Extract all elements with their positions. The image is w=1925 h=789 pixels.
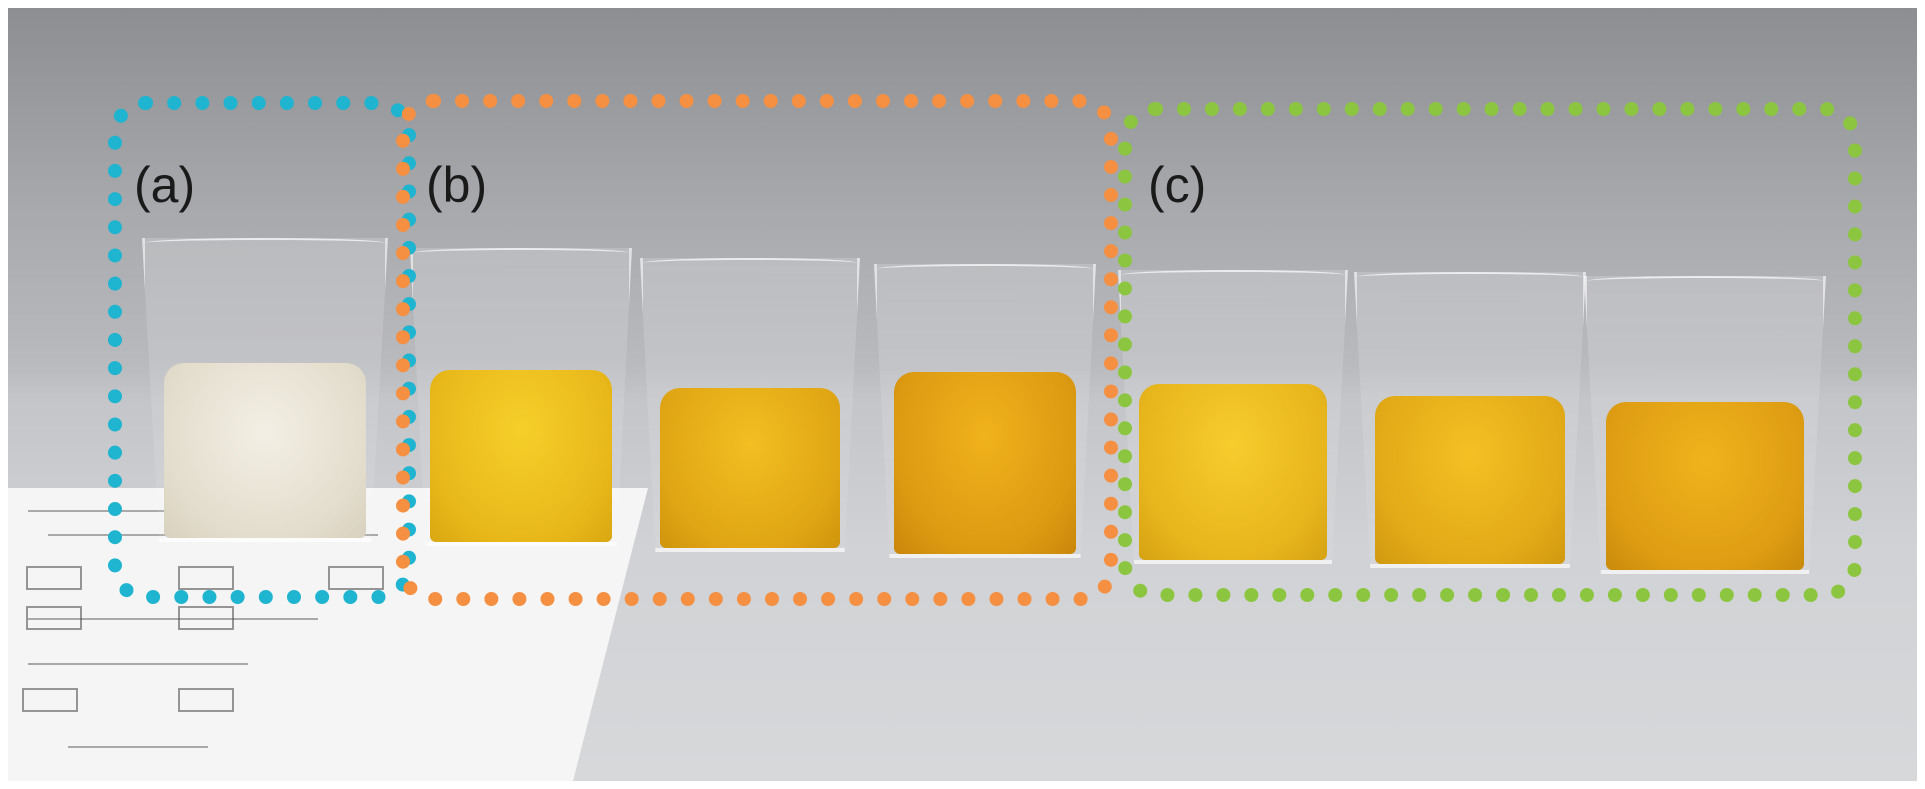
- group-c-label: (c): [1148, 157, 1207, 213]
- cup-rim: [1587, 276, 1823, 286]
- paper-line: [28, 510, 288, 512]
- cup-rim: [1121, 270, 1345, 280]
- sample-fill: [894, 372, 1076, 554]
- cup-rim: [877, 264, 1093, 274]
- sample-cup: [142, 238, 388, 542]
- paper-line: [28, 618, 318, 620]
- sample-cup: [874, 264, 1096, 558]
- sample-fill: [164, 363, 366, 538]
- group-c-outline: [1118, 102, 1862, 602]
- cup-rim: [643, 258, 857, 268]
- sample-cup: [640, 258, 860, 552]
- sample-fill: [660, 388, 840, 548]
- group-a-label: (a): [134, 157, 196, 213]
- cup-rim: [1357, 272, 1583, 282]
- paper-checkbox: [178, 606, 234, 630]
- sample-fill: [430, 370, 612, 542]
- sample-fill: [1605, 402, 1805, 570]
- cup-rim: [413, 248, 629, 258]
- paper-checkbox: [178, 688, 234, 712]
- sample-cup: [1118, 270, 1348, 564]
- paper-checkbox: [26, 606, 82, 630]
- photo: (a) (b) (c): [8, 8, 1917, 781]
- sample-cup: [1354, 272, 1586, 568]
- sample-fill: [1138, 384, 1328, 560]
- group-b-label: (b): [426, 157, 488, 213]
- paper-line: [28, 663, 248, 665]
- paper-checkbox: [26, 566, 82, 590]
- paper-line: [68, 746, 208, 748]
- paper-checkbox: [178, 566, 234, 590]
- group-b-outline: [396, 94, 1118, 606]
- paper-checkbox: [22, 688, 78, 712]
- sample-fill: [1375, 396, 1565, 564]
- cup-rim: [145, 238, 385, 248]
- sample-cup: [410, 248, 632, 546]
